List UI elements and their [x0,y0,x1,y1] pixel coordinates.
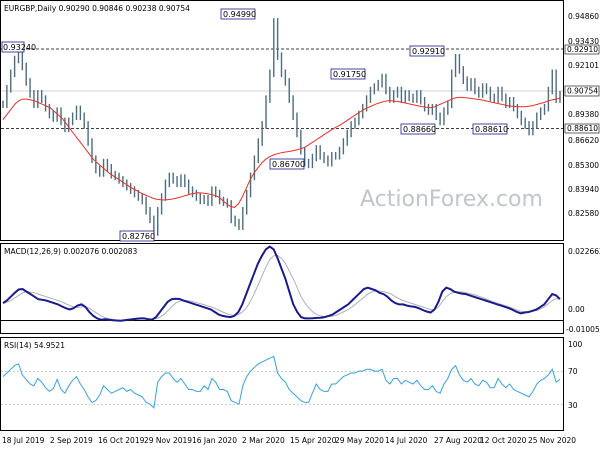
macd-panel-frame [0,243,564,334]
high-annotation: 0.94990 [223,10,256,19]
macd-y-tick: -0.010052 [566,325,600,334]
x-tick: 18 Jul 2019 [2,436,45,445]
rsi-chart-title: RSI(14) 54.9521 [4,341,65,350]
x-tick: 29 Nov 2019 [144,436,192,445]
annotation-box [119,230,155,242]
price-annotations: 0.94990 0.93240 0.91750 0.92910 0.88660 … [1,8,508,242]
macd-y-tick: 0.022662 [568,247,600,256]
price-y-tick: 0.92101 [568,61,599,70]
x-tick: 25 Nov 2020 [528,436,576,445]
rsi-y-tick: 70 [568,367,578,376]
rsi-y-axis: 100 70 30 [568,340,583,410]
rsi-panel-frame [0,337,564,431]
annotation: 0.93240 [3,43,36,52]
annotation-box [1,41,25,53]
annotation: 0.91750 [333,70,366,79]
annotation-box [330,68,366,80]
x-axis: 18 Jul 2019 2 Sep 2019 16 Oct 2019 29 No… [2,436,576,445]
price-y-tick: 0.86620 [568,136,599,145]
annotation: 0.88610 [475,125,508,134]
x-tick: 16 Jan 2020 [192,436,237,445]
annotation-box [400,123,436,135]
moving-average-line [2,96,561,208]
annotation: 0.86700 [272,160,305,169]
annotation: 0.88660 [403,125,436,134]
price-y-tick: 0.94860 [568,12,599,21]
price-y-axis: 0.94860 0.93430 0.92101 0.89380 0.86620 … [564,12,600,218]
price-chart-title: EURGBP,Daily 0.90290 0.90846 0.90238 0.9… [4,4,190,13]
price-panel-frame [0,0,564,241]
support-level-label: 0.88610 [567,124,598,133]
macd-signal-line [2,254,561,321]
price-y-tick: 0.82580 [568,209,599,218]
macd-chart-title: MACD(12,26,9) 0.002076 0.002083 [4,247,138,256]
current-price-box [564,85,600,97]
rsi-y-tick: 100 [568,340,583,349]
level-label-box [564,44,600,55]
annotation-box [409,45,445,57]
macd-y-tick: 0.00 [568,305,585,314]
rsi-line [2,355,561,409]
price-y-tick: 0.93430 [568,37,599,46]
annotation-box [472,123,508,135]
annotation: 0.92910 [412,47,445,56]
x-tick: 27 Aug 2020 [434,436,482,445]
x-tick: 14 Jul 2020 [385,436,428,445]
resistance-level-label: 0.92910 [567,45,598,54]
annotation-box [269,158,305,170]
rsi-y-tick: 30 [568,401,578,410]
x-tick: 29 May 2020 [335,436,384,445]
current-price-label: 0.90754 [567,87,598,96]
x-tick: 16 Oct 2019 [98,436,145,445]
x-tick: 2 Mar 2020 [242,436,285,445]
x-tick: 2 Sep 2019 [50,436,93,445]
macd-line [2,245,561,322]
watermark: ActionForex.com [360,187,543,212]
price-y-tick: 0.83940 [568,185,599,194]
annotation-box [220,8,256,20]
price-y-tick: 0.89380 [568,110,599,119]
low-annotation: 0.82760 [122,232,155,241]
price-y-tick: 0.85300 [568,161,599,170]
price-bars [2,18,561,236]
macd-y-axis: 0.022662 0.00 -0.010052 [566,247,600,334]
x-tick: 15 Apr 2020 [290,436,337,445]
x-tick: 12 Oct 2020 [480,436,527,445]
level-label-box [564,123,600,134]
